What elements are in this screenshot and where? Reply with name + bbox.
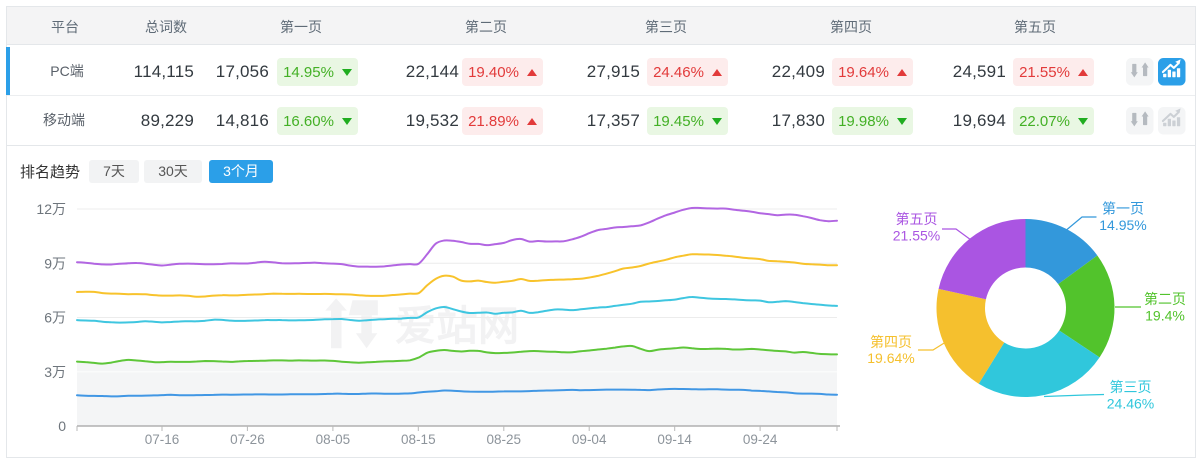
svg-text:24.46%: 24.46%: [1107, 396, 1154, 412]
svg-text:0: 0: [58, 418, 66, 434]
svg-text:19.4%: 19.4%: [1145, 308, 1185, 324]
svg-text:第五页: 第五页: [896, 211, 938, 227]
svg-text:09-24: 09-24: [743, 432, 778, 447]
svg-text:6万: 6万: [44, 310, 66, 326]
svg-text:9万: 9万: [44, 255, 66, 271]
svg-text:09-04: 09-04: [572, 432, 607, 447]
svg-text:第二页: 第二页: [1144, 291, 1186, 307]
svg-text:07-16: 07-16: [145, 432, 180, 447]
svg-text:14.95%: 14.95%: [1099, 217, 1146, 233]
svg-text:第三页: 第三页: [1110, 379, 1152, 395]
svg-text:21.55%: 21.55%: [893, 228, 940, 244]
svg-text:第四页: 第四页: [870, 334, 912, 350]
svg-text:08-05: 08-05: [316, 432, 351, 447]
svg-text:3万: 3万: [44, 364, 66, 380]
svg-text:第一页: 第一页: [1102, 201, 1144, 217]
svg-text:09-14: 09-14: [657, 432, 692, 447]
svg-text:12万: 12万: [36, 201, 66, 217]
svg-text:07-26: 07-26: [230, 432, 265, 447]
svg-text:08-15: 08-15: [401, 432, 436, 447]
svg-text:19.64%: 19.64%: [867, 350, 914, 366]
svg-text:08-25: 08-25: [486, 432, 521, 447]
